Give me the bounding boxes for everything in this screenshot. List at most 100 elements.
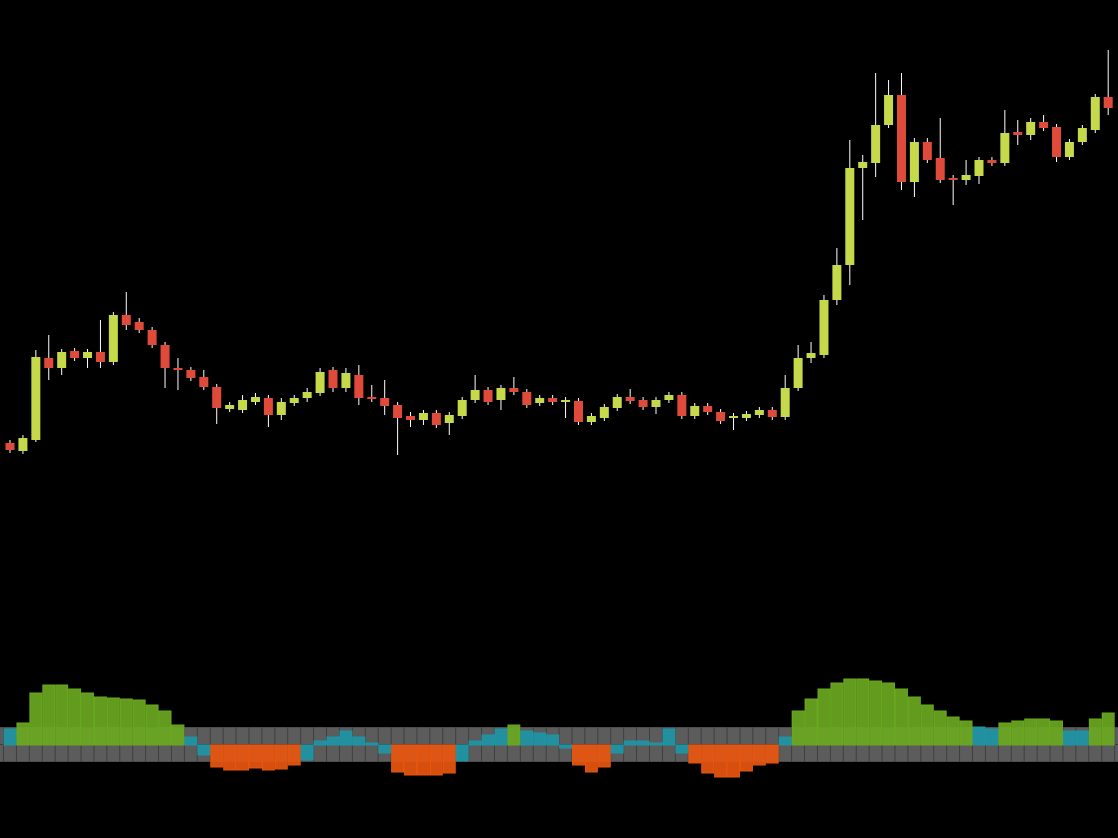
- candle-body: [690, 406, 700, 416]
- histogram-bar: [791, 710, 805, 746]
- histogram-bar: [197, 744, 211, 756]
- candle-body: [393, 405, 403, 418]
- candle-body: [561, 400, 571, 402]
- histogram-bar: [623, 740, 637, 746]
- candle-body: [729, 416, 739, 418]
- histogram-bar: [727, 744, 740, 778]
- candle-body: [5, 443, 15, 450]
- candle-body: [160, 345, 170, 368]
- histogram-bar: [352, 736, 366, 746]
- candle-body: [108, 315, 118, 362]
- candle-body: [961, 175, 971, 180]
- histogram-bar: [468, 740, 482, 746]
- histogram-bar: [16, 722, 30, 746]
- histogram-bar: [662, 728, 676, 746]
- histogram-bar: [391, 744, 405, 773]
- candle-body: [134, 322, 144, 330]
- candle-body: [1026, 122, 1036, 135]
- histogram-bar: [520, 730, 534, 746]
- histogram-bar: [300, 744, 314, 761]
- candle-body: [238, 400, 248, 410]
- histogram-bar: [507, 724, 521, 746]
- histogram-bar: [856, 678, 870, 746]
- histogram-bar: [494, 728, 508, 746]
- candle-body: [612, 397, 622, 408]
- histogram-bar: [830, 682, 844, 746]
- histogram-bar: [378, 744, 392, 754]
- candle-body: [858, 162, 868, 168]
- histogram-bar: [1101, 712, 1115, 746]
- candle-body: [470, 390, 480, 400]
- candle-body: [1052, 127, 1062, 157]
- candle-body: [212, 387, 222, 408]
- histogram-bar: [210, 744, 224, 768]
- candle-body: [302, 392, 312, 398]
- candle-body: [909, 142, 919, 182]
- candle-body: [871, 125, 881, 163]
- candle-body: [263, 398, 273, 415]
- candle-body: [548, 398, 558, 402]
- histogram-bar: [675, 744, 689, 754]
- candle-body: [341, 373, 351, 388]
- candle-body: [1103, 97, 1113, 108]
- histogram-bar: [1050, 720, 1063, 746]
- histogram-bar: [1011, 720, 1025, 746]
- histogram-bar: [261, 744, 275, 771]
- candle-body: [832, 265, 842, 300]
- histogram-bar: [597, 744, 611, 768]
- candle-body: [974, 160, 984, 176]
- histogram-bar: [455, 744, 469, 762]
- candle-body: [625, 397, 635, 401]
- histogram-bar: [843, 678, 857, 746]
- histogram-bar: [1037, 718, 1051, 746]
- candle-body: [806, 353, 816, 358]
- candle-body: [289, 398, 299, 403]
- histogram-bar: [171, 724, 185, 746]
- candle-body: [703, 406, 713, 412]
- candle-body: [741, 414, 751, 418]
- histogram-bar: [1024, 718, 1038, 746]
- histogram-bar: [933, 710, 947, 746]
- histogram-bar: [132, 699, 146, 746]
- candle-body: [664, 395, 674, 400]
- histogram-bar: [998, 722, 1012, 746]
- candle-body: [896, 95, 906, 182]
- histogram-bar: [119, 698, 133, 746]
- candle-body: [354, 375, 364, 398]
- histogram-bar: [636, 740, 650, 746]
- candle-body: [147, 330, 157, 345]
- candle-body: [1090, 97, 1100, 130]
- candle-body: [44, 358, 54, 368]
- candle-body: [1064, 142, 1074, 157]
- candle-body: [987, 160, 997, 163]
- histogram-bar: [739, 744, 753, 772]
- candle-body: [948, 178, 958, 180]
- histogram-bar: [429, 744, 443, 776]
- histogram-bar: [313, 740, 327, 746]
- candle-body: [121, 315, 131, 325]
- candle-body: [767, 410, 777, 417]
- histogram-bar: [93, 696, 107, 746]
- candle-body: [431, 413, 441, 425]
- histogram-bar: [920, 704, 934, 746]
- histogram-bar: [985, 728, 999, 746]
- candle-body: [328, 370, 338, 388]
- histogram-bar: [55, 684, 69, 746]
- histogram-bar: [365, 742, 379, 746]
- histogram-bar: [649, 742, 663, 746]
- histogram-bar: [442, 744, 456, 774]
- candle-body: [444, 415, 454, 423]
- histogram-bar: [907, 696, 921, 746]
- candle-body: [250, 397, 260, 402]
- histogram-bar: [714, 744, 728, 778]
- candle-body: [884, 95, 894, 125]
- histogram-bar: [1088, 718, 1102, 746]
- histogram-bar: [533, 732, 547, 746]
- candle-body: [845, 168, 855, 265]
- candle-body: [677, 395, 687, 416]
- histogram-bar: [287, 744, 301, 766]
- histogram-bar: [895, 688, 908, 746]
- histogram-bar: [869, 680, 883, 746]
